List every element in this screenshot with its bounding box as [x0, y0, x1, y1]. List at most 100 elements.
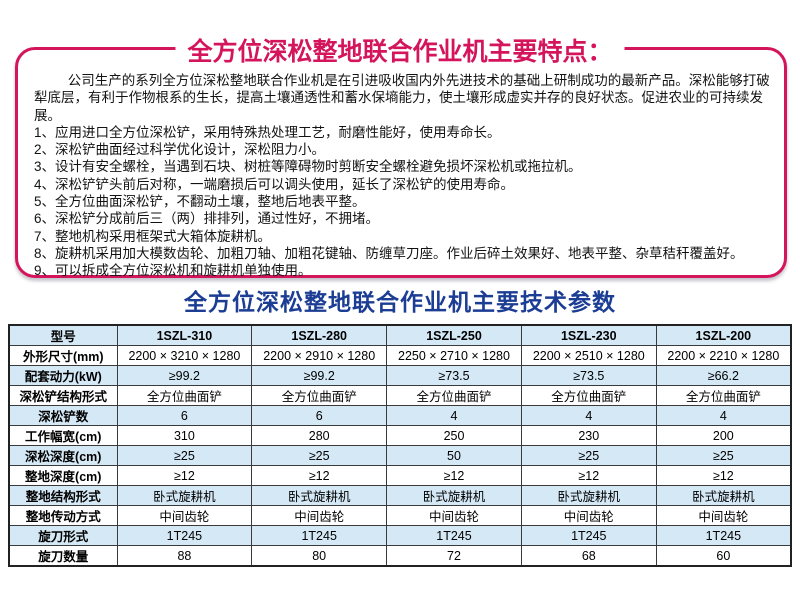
table-cell: 68 — [520, 545, 657, 567]
feature-item: 1、应用进口全方位深松铲，采用特殊热处理工艺，耐磨性能好，使用寿命长。 — [34, 124, 501, 140]
table-cell: 2200 × 2210 × 1280 — [655, 345, 792, 366]
row-label: 外形尺寸(mm) — [8, 345, 118, 366]
table-cell: 中间齿轮 — [251, 505, 388, 526]
table-cell: 全方位曲面铲 — [386, 385, 522, 406]
features-title: 全方位深松整地联合作业机主要特点： — [175, 32, 625, 68]
row-label: 工作幅宽(cm) — [8, 425, 118, 446]
table-cell: 1T245 — [116, 525, 253, 546]
row-label: 配套动力(kW) — [8, 365, 118, 386]
table-cell: 4 — [655, 405, 792, 426]
features-box: 公司生产的系列全方位深松整地联合作业机是在引进吸收国内外先进技术的基础上研制成功… — [15, 47, 787, 278]
table-cell: 60 — [655, 545, 792, 567]
feature-item: 8、旋耕机采用加大模数齿轮、加粗刀轴、加粗花键轴、防缠草刀座。作业后碎土效果好、… — [34, 245, 744, 261]
features-list: 1、应用进口全方位深松铲，采用特殊热处理工艺，耐磨性能好，使用寿命长。 2、深松铲… — [34, 124, 770, 280]
table-cell: 全方位曲面铲 — [655, 385, 792, 406]
table-row: 旋刀形式 1T245 1T245 1T245 1T245 1T245 — [8, 525, 792, 546]
table-cell: 卧式旋耕机 — [520, 485, 657, 506]
col-header: 1SZL-310 — [116, 324, 253, 346]
table-cell: 全方位曲面铲 — [251, 385, 388, 406]
table-cell: 卧式旋耕机 — [386, 485, 522, 506]
table-row: 配套动力(kW) ≥99.2 ≥99.2 ≥73.5 ≥73.5 ≥66.2 — [8, 365, 792, 386]
table-cell: 310 — [116, 425, 253, 446]
table-cell: ≥12 — [251, 465, 388, 486]
table-row: 深松深度(cm) ≥25 ≥25 50 ≥25 ≥25 — [8, 445, 792, 466]
table-cell: ≥25 — [655, 445, 792, 466]
table-cell: 全方位曲面铲 — [116, 385, 253, 406]
table-row: 深松铲结构形式 全方位曲面铲 全方位曲面铲 全方位曲面铲 全方位曲面铲 全方位曲面铲 — [8, 385, 792, 406]
feature-item: 2、深松铲曲面经过科学优化设计，深松阻力小。 — [34, 142, 326, 158]
table-cell: 中间齿轮 — [655, 505, 792, 526]
table-cell: 80 — [251, 545, 388, 567]
table-cell: 中间齿轮 — [116, 505, 253, 526]
table-cell: 全方位曲面铲 — [520, 385, 657, 406]
table-cell: 中间齿轮 — [386, 505, 522, 526]
specs-table-head: 型号 1SZL-310 1SZL-280 1SZL-250 1SZL-230 1SZL-2… — [8, 324, 792, 346]
table-cell: 88 — [116, 545, 253, 567]
feature-item: 4、深松铲铲头前后对称，一端磨损后可以调头使用，延长了深松铲的使用寿命。 — [34, 176, 515, 192]
features-intro: 公司生产的系列全方位深松整地联合作业机是在引进吸收国内外先进技术的基础上研制成功… — [34, 73, 770, 123]
table-cell: 230 — [520, 425, 657, 446]
table-row: 深松铲数 6 6 4 4 4 — [8, 405, 792, 426]
col-header-model: 型号 — [8, 324, 118, 346]
col-header: 1SZL-280 — [251, 324, 388, 346]
features-text: 公司生产的系列全方位深松整地联合作业机是在引进吸收国内外先进技术的基础上研制成功… — [34, 72, 770, 280]
row-label: 整地传动方式 — [8, 505, 118, 526]
table-cell: 1T245 — [655, 525, 792, 546]
table-cell: 4 — [520, 405, 657, 426]
specs-table: 型号 1SZL-310 1SZL-280 1SZL-250 1SZL-230 1SZL-2… — [8, 324, 792, 567]
table-cell: ≥99.2 — [116, 365, 253, 386]
table-cell: 6 — [116, 405, 253, 426]
table-cell: 中间齿轮 — [520, 505, 657, 526]
table-cell: ≥25 — [520, 445, 657, 466]
specs-title: 全方位深松整地联合作业机主要技术参数 — [184, 289, 616, 315]
table-row: 旋刀数量 88 80 72 68 60 — [8, 545, 792, 567]
table-row: 外形尺寸(mm) 2200 × 3210 × 1280 2200 × 2910 × … — [8, 345, 792, 366]
header-row: 型号 1SZL-310 1SZL-280 1SZL-250 1SZL-230 1SZL-2… — [8, 324, 792, 346]
table-cell: 1T245 — [386, 525, 522, 546]
table-cell: 200 — [655, 425, 792, 446]
row-label: 深松铲结构形式 — [8, 385, 118, 406]
feature-item: 5、全方位曲面深松铲，不翻动土壤，整地后地表平整。 — [34, 194, 366, 210]
table-cell: ≥12 — [386, 465, 522, 486]
table-cell: 72 — [386, 545, 522, 567]
row-label: 整地结构形式 — [8, 485, 118, 506]
table-cell: ≥12 — [116, 465, 253, 486]
table-cell: 280 — [251, 425, 388, 446]
feature-item: 3、设计有安全螺栓，当遇到石块、树桩等障碍物时剪断安全螺栓避免损坏深松机或拖拉机… — [34, 159, 582, 175]
table-cell: ≥12 — [655, 465, 792, 486]
table-row: 整地深度(cm) ≥12 ≥12 ≥12 ≥12 ≥12 — [8, 465, 792, 486]
table-cell: ≥25 — [116, 445, 253, 466]
table-cell: 4 — [386, 405, 522, 426]
row-label: 整地深度(cm) — [8, 465, 118, 486]
table-row: 工作幅宽(cm) 310 280 250 230 200 — [8, 425, 792, 446]
table-cell: 2250 × 2710 × 1280 — [386, 345, 522, 366]
feature-item: 7、整地机构采用框架式大箱体旋耕机。 — [34, 228, 272, 244]
table-cell: ≥66.2 — [655, 365, 792, 386]
table-cell: 卧式旋耕机 — [251, 485, 388, 506]
table-cell: 6 — [251, 405, 388, 426]
table-cell: 卧式旋耕机 — [655, 485, 792, 506]
table-row: 整地结构形式 卧式旋耕机 卧式旋耕机 卧式旋耕机 卧式旋耕机 卧式旋耕机 — [8, 485, 792, 506]
table-cell: ≥25 — [251, 445, 388, 466]
table-cell: ≥73.5 — [520, 365, 657, 386]
table-cell: ≥73.5 — [386, 365, 522, 386]
row-label: 旋刀数量 — [8, 545, 118, 567]
col-header: 1SZL-200 — [655, 324, 792, 346]
table-cell: 250 — [386, 425, 522, 446]
table-cell: 50 — [386, 445, 522, 466]
table-cell: 2200 × 2510 × 1280 — [520, 345, 657, 366]
table-cell: 2200 × 3210 × 1280 — [116, 345, 253, 366]
table-cell: 卧式旋耕机 — [116, 485, 253, 506]
table-cell: 1T245 — [251, 525, 388, 546]
col-header: 1SZL-250 — [386, 324, 522, 346]
table-cell: 2200 × 2910 × 1280 — [251, 345, 388, 366]
table-row: 整地传动方式 中间齿轮 中间齿轮 中间齿轮 中间齿轮 中间齿轮 — [8, 505, 792, 526]
feature-item: 9、可以拆成全方位深松机和旋耕机单独使用。 — [34, 263, 312, 279]
table-cell: ≥99.2 — [251, 365, 388, 386]
feature-item: 6、深松铲分成前后三（两）排排列，通过性好，不拥堵。 — [34, 211, 380, 227]
table-cell: ≥12 — [520, 465, 657, 486]
row-label: 旋刀形式 — [8, 525, 118, 546]
row-label: 深松铲数 — [8, 405, 118, 426]
col-header: 1SZL-230 — [520, 324, 657, 346]
